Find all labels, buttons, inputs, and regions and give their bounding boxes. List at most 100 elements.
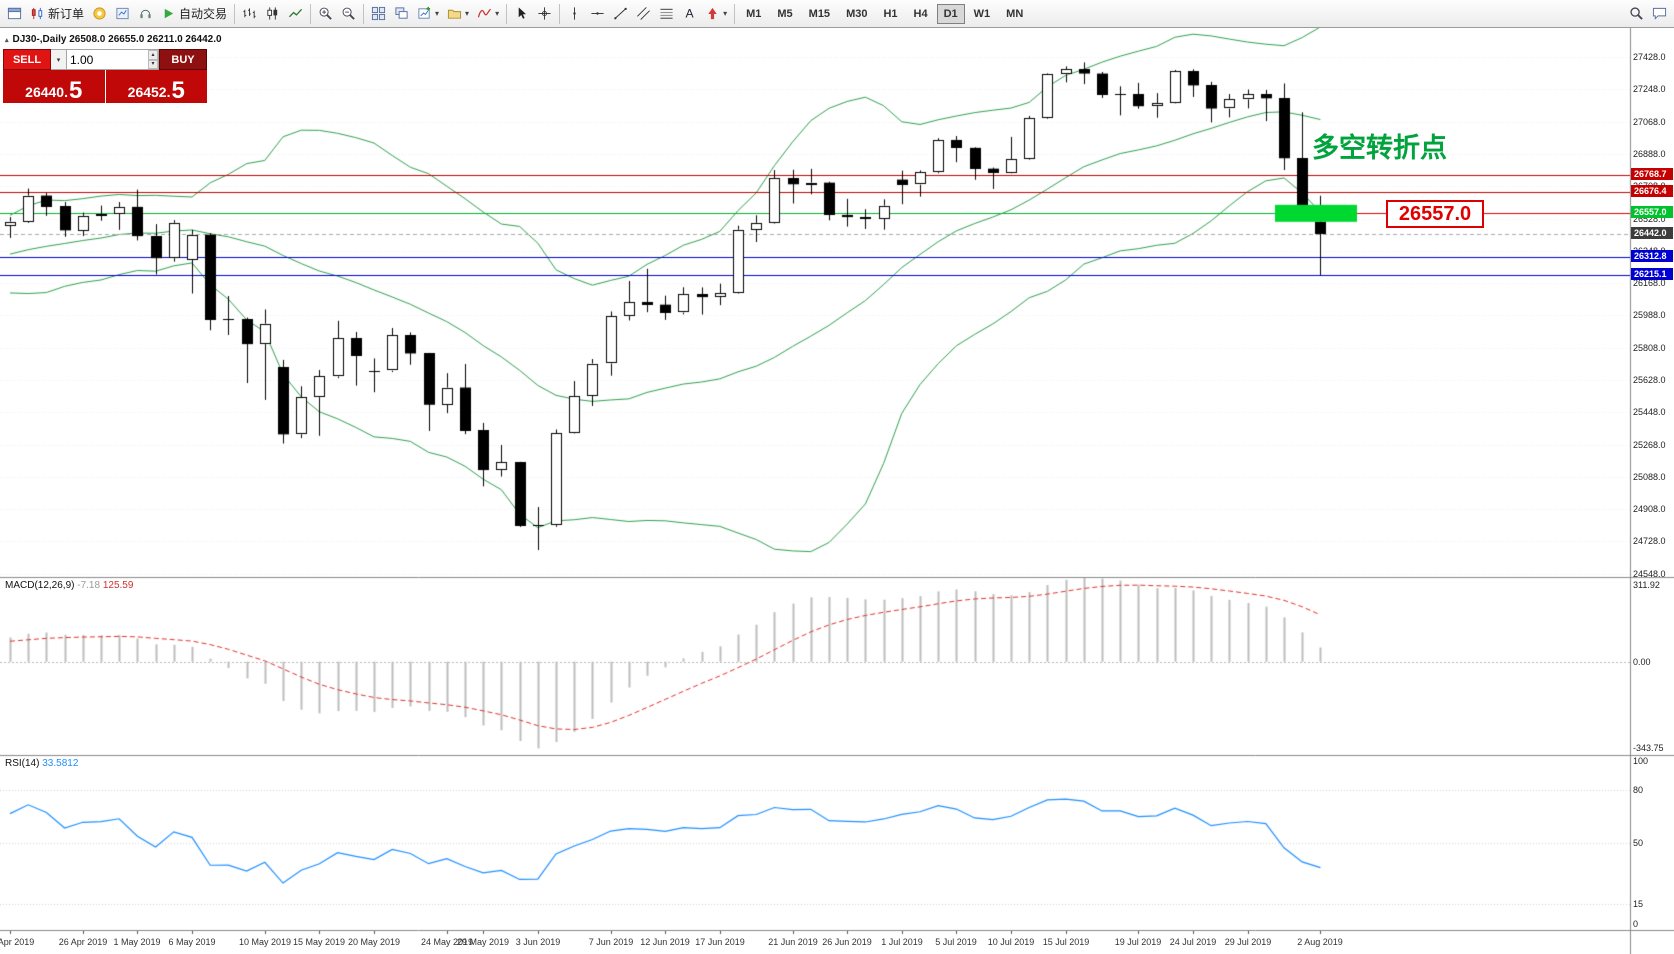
market-icon [115,6,130,21]
chevron-down-icon: ▾ [465,9,470,18]
chevron-down-icon: ▾ [495,9,500,18]
sell-button[interactable]: SELL [3,49,51,70]
timeframe-D1-button[interactable]: D1 [936,3,965,24]
volume-stepper: ▴ ▾ [148,50,158,69]
timeframe-M1-button[interactable]: M1 [739,4,768,24]
bar-chart-button[interactable] [238,2,261,25]
volume-input[interactable] [67,50,149,69]
zoom-out-icon [341,6,356,21]
timeframe-H4-button[interactable]: H4 [907,4,935,24]
symbol-marker-icon: ▴ [5,36,9,44]
one-click-trade-panel: SELL ▾ ▴ ▾ BUY 26440.5 26452.5 [3,49,207,103]
new-chart-button[interactable]: ▾ [413,2,443,25]
cascade-windows-icon [394,6,409,21]
horizontal-line-button[interactable] [586,2,609,25]
rsi-indicator-label: RSI(14) 33.5812 [5,758,78,769]
buy-price-display[interactable]: 26452. 5 [105,70,207,104]
text-icon: A [682,6,697,21]
market-button[interactable] [111,2,134,25]
chevron-down-icon: ▾ [435,9,440,18]
profiles-button[interactable]: ▾ [443,2,473,25]
trade-panel-prices: 26440. 5 26452. 5 [3,70,207,103]
fibonacci-button[interactable] [655,2,678,25]
timeframe-W1-button[interactable]: W1 [967,4,998,24]
trendline-button[interactable] [609,2,632,25]
profiles-icon [447,6,462,21]
vertical-line-button[interactable] [563,2,586,25]
buy-price-main: 26452. [127,84,171,100]
new-order-button[interactable]: 新订单 [26,2,88,25]
timeframe-M15-button[interactable]: M15 [802,4,837,24]
zoom-in-icon [318,6,333,21]
channel-button[interactable] [632,2,655,25]
search-button[interactable] [1625,2,1648,25]
timeframe-M5-button[interactable]: M5 [770,4,799,24]
window-icon [7,6,22,21]
indicators-icon [477,6,492,21]
cursor-icon [514,6,529,21]
timeframe-MN-button[interactable]: MN [999,4,1030,24]
chat-button[interactable] [1648,2,1671,25]
buy-price-pip: 5 [171,77,185,104]
chart-ohlc-readout: ▴ DJ30-,Daily 26508.0 26655.0 26211.0 26… [5,34,222,45]
buy-button[interactable]: BUY [159,49,207,70]
crosshair-icon [537,6,552,21]
svg-text:A: A [686,7,695,21]
chart-area[interactable]: 27428.0 27248.0 27068.0 26888.0 26708.0 26528… [0,28,1674,954]
horizontal-line-icon [590,6,605,21]
zoom-in-button[interactable] [314,2,337,25]
timeframe-H1-button[interactable]: H1 [876,4,904,24]
chevron-down-icon: ▾ [723,9,728,18]
alerts-icon [138,6,153,21]
alerts-button[interactable] [134,2,157,25]
indicators-button[interactable]: ▾ [473,2,503,25]
vertical-line-icon [567,6,582,21]
autotrading-button[interactable]: 自动交易 [157,2,231,25]
line-chart-icon [288,6,303,21]
autotrading-icon [161,6,176,21]
main-toolbar: 新订单 自动交易 ▾ ▾ ▾ A ▾ M1 M5 M15 M30 H1 H4 D1 W1 MN [0,0,1674,28]
price-callout-box: 26557.0 [1386,200,1484,228]
channel-icon [636,6,651,21]
chevron-down-icon: ▾ [56,56,61,64]
macd-signal-value: 125.59 [102,580,134,591]
tile-windows-icon [371,6,386,21]
sell-price-main: 26440. [25,84,68,100]
bar-chart-icon [242,6,257,21]
sell-price-display[interactable]: 26440. 5 [3,70,105,103]
volume-decrease-button[interactable]: ▾ [148,59,158,69]
rsi-value: 33.5812 [42,758,79,769]
search-icon [1629,6,1644,21]
macd-main-value: -7.18 [77,580,101,591]
volume-increase-button[interactable]: ▴ [148,50,158,60]
tile-windows-button[interactable] [367,2,390,25]
macd-indicator-label: MACD(12,26,9) -7.18 125.59 [5,580,133,591]
toolbar-separator [559,3,561,24]
zoom-out-button[interactable] [337,2,360,25]
cursor-button[interactable] [510,2,533,25]
new-order-icon [30,6,45,21]
chart-canvas[interactable] [0,28,1674,954]
arrows-button[interactable]: ▾ [701,2,731,25]
candlestick-button[interactable] [261,2,284,25]
toolbar-right-group [1625,0,1671,27]
text-button[interactable]: A [678,2,701,25]
toolbar-left-groups: 新订单 自动交易 ▾ ▾ ▾ A ▾ [3,0,731,27]
timeframe-M30-button[interactable]: M30 [839,4,874,24]
sell-price-pip: 5 [68,77,83,104]
cascade-windows-button[interactable] [390,2,413,25]
mql5-icon [92,6,107,21]
arrows-icon [705,6,720,21]
volume-field: ▴ ▾ [67,49,159,70]
chat-icon [1652,6,1667,21]
toolbar-separator [363,3,365,24]
toolbar-separator [310,3,312,24]
mql5-button[interactable] [88,2,111,25]
window-button[interactable] [3,2,26,25]
macd-name: MACD(12,26,9) [5,580,75,591]
line-chart-button[interactable] [284,2,307,25]
order-type-dropdown-button[interactable]: ▾ [51,49,67,70]
fibonacci-icon [659,6,674,21]
crosshair-button[interactable] [533,2,556,25]
